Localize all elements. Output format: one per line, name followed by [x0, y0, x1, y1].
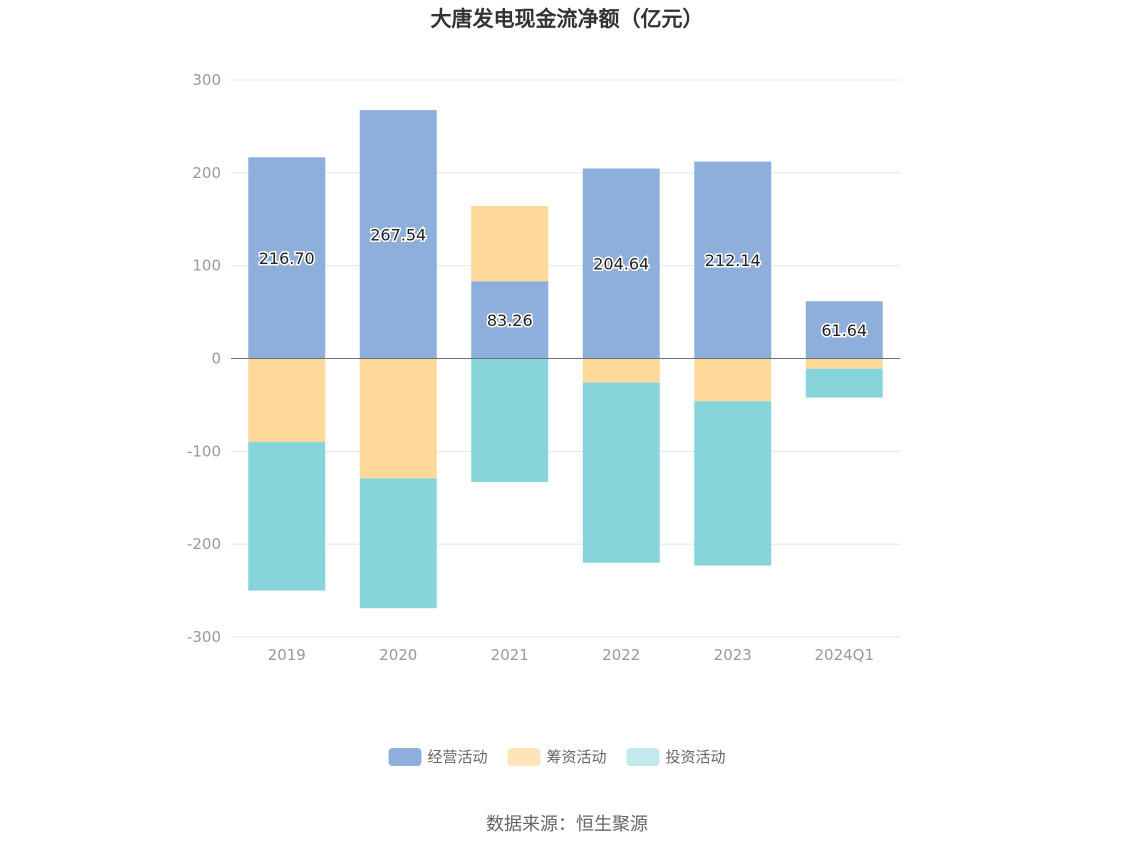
bar-0-0 — [248, 157, 326, 359]
bar-0-1 — [359, 110, 437, 359]
x-tick-label: 2024Q1 — [814, 646, 874, 664]
y-tick-label: 200 — [192, 164, 221, 182]
y-tick-label: 100 — [192, 257, 221, 275]
bar-0-3 — [582, 168, 660, 359]
data-label: 212.14 — [705, 251, 761, 270]
bar-2-0 — [248, 442, 326, 591]
chart-title: 大唐发电现金流净额（亿元） — [431, 7, 704, 31]
bar-1-4 — [694, 358, 772, 402]
data-labels: 216.70 267.54 83.26 204.64 212.14 61.64 — [257, 224, 868, 342]
x-tick-label: 2023 — [714, 646, 752, 664]
bar-2-5 — [805, 368, 883, 398]
bar-2-1 — [359, 478, 437, 609]
x-axis-ticks: 2019 2020 2021 2022 2023 2024Q1 — [268, 646, 874, 664]
legend-label[interactable]: 经营活动 — [428, 748, 488, 766]
x-tick-label: 2020 — [379, 646, 417, 664]
bar-2-3 — [582, 382, 660, 563]
source-caption: 数据来源：恒生聚源 — [486, 814, 648, 835]
bars — [248, 110, 883, 609]
data-label: 267.54 — [370, 225, 426, 244]
grid-lines — [231, 79, 900, 638]
data-label: 216.70 — [259, 249, 315, 268]
legend-label[interactable]: 投资活动 — [666, 748, 726, 766]
legend-label[interactable]: 筹资活动 — [547, 748, 607, 766]
bar-0-4 — [694, 161, 772, 359]
y-tick-label: -300 — [187, 628, 221, 646]
y-tick-label: -100 — [187, 442, 221, 460]
y-tick-label: 0 — [211, 350, 221, 368]
bar-2-4 — [694, 401, 772, 566]
bar-1-3 — [582, 358, 660, 383]
x-tick-label: 2021 — [491, 646, 529, 664]
legend: 经营活动 筹资活动 投资活动 — [388, 748, 726, 766]
y-axis-ticks: 300 200 100 0 -100 -200 -300 — [187, 71, 221, 646]
y-tick-label: 300 — [192, 71, 221, 89]
data-label: 61.64 — [821, 321, 867, 340]
legend-swatch[interactable] — [507, 748, 541, 766]
bar-1-0 — [248, 358, 326, 443]
bar-0-2 — [471, 281, 549, 359]
data-label: 204.64 — [593, 255, 649, 274]
data-label: 83.26 — [487, 311, 533, 330]
bar-1-5 — [805, 358, 883, 369]
x-tick-label: 2022 — [602, 646, 640, 664]
bar-0-5 — [805, 301, 883, 359]
bar-1-2 — [471, 206, 549, 282]
bar-2-2 — [471, 358, 549, 482]
legend-swatch[interactable] — [388, 748, 422, 766]
x-tick-label: 2019 — [268, 646, 306, 664]
legend-swatch[interactable] — [626, 748, 660, 766]
bar-1-1 — [359, 358, 437, 479]
y-tick-label: -200 — [187, 535, 221, 553]
